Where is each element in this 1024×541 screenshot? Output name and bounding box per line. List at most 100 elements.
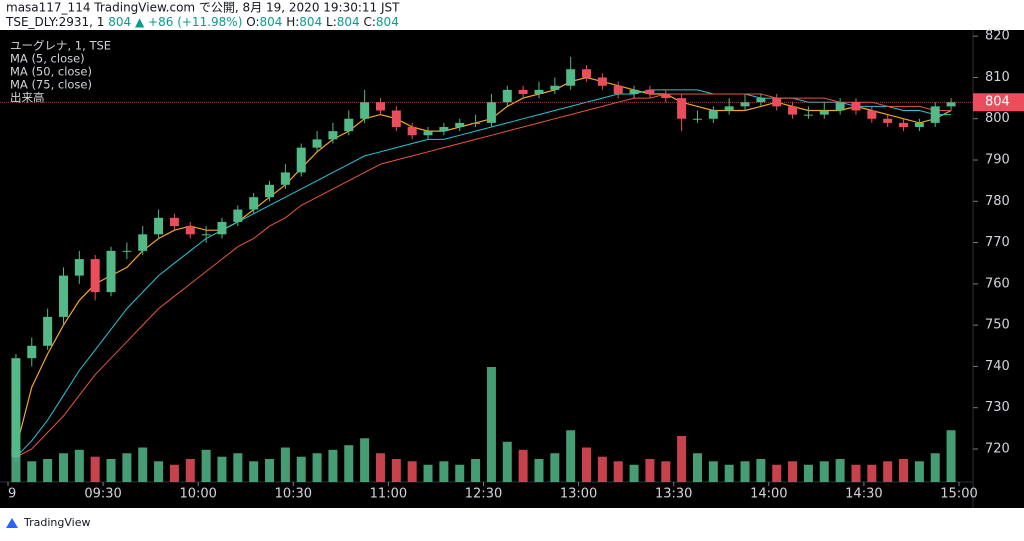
volume-bar bbox=[534, 459, 544, 482]
symbol: TSE_DLY:2931, 1 bbox=[5, 15, 104, 29]
volume-bar bbox=[550, 453, 560, 482]
ma-line bbox=[15, 93, 952, 458]
volume-bar bbox=[661, 461, 671, 482]
volume-bar bbox=[692, 453, 702, 482]
candle-body bbox=[502, 89, 512, 103]
brand-name: TradingView bbox=[23, 516, 90, 529]
y-tick-label: 750 bbox=[985, 318, 1010, 333]
volume-bar bbox=[708, 461, 718, 482]
volume-bar bbox=[946, 430, 956, 482]
candle-body bbox=[201, 234, 211, 236]
volume-bar bbox=[154, 461, 164, 482]
volume-bar bbox=[597, 456, 607, 482]
volume-bar bbox=[439, 461, 449, 482]
candle-body bbox=[471, 122, 481, 124]
candle-body bbox=[58, 275, 68, 317]
volume-bar bbox=[233, 453, 243, 482]
volume-bar bbox=[930, 453, 940, 482]
symbol-line: TSE_DLY:2931, 1 804 ▲ +86 (+11.98%) O: 80… bbox=[5, 15, 399, 29]
x-tick-label: 9 bbox=[8, 487, 16, 502]
candle-body bbox=[819, 110, 829, 115]
price: 804 bbox=[108, 15, 131, 29]
volume-bar bbox=[803, 464, 813, 482]
candle-body bbox=[724, 106, 734, 111]
change: ▲ +86 (+11.98%) bbox=[135, 15, 242, 29]
volume-bar bbox=[486, 367, 496, 482]
last-price-label: 804 bbox=[985, 95, 1010, 110]
volume-bar bbox=[265, 459, 275, 482]
y-tick-label: 720 bbox=[985, 441, 1010, 456]
candle-body bbox=[788, 106, 798, 115]
volume-bar bbox=[280, 447, 290, 482]
volume-bar bbox=[27, 461, 37, 482]
volume-bar bbox=[518, 449, 528, 482]
candle-body bbox=[391, 110, 401, 128]
candle-body bbox=[439, 127, 449, 132]
x-tick-label: 12:30 bbox=[465, 487, 502, 502]
legend-entry: MA (75, close) bbox=[10, 78, 92, 92]
y-tick-label: 810 bbox=[985, 70, 1010, 85]
last-price-box bbox=[973, 93, 1024, 112]
high-label: H: bbox=[286, 15, 299, 29]
volume-bar bbox=[360, 438, 370, 482]
volume-bar bbox=[185, 459, 195, 482]
candle-body bbox=[582, 69, 592, 78]
volume-bar bbox=[296, 456, 306, 482]
candle-body bbox=[677, 98, 687, 119]
volume-bar bbox=[582, 447, 592, 482]
candle-body bbox=[360, 102, 370, 119]
y-tick-label: 760 bbox=[985, 276, 1010, 291]
candle-body bbox=[613, 85, 623, 94]
candle-body bbox=[27, 345, 37, 359]
candle-body bbox=[217, 221, 227, 235]
y-tick-label: 730 bbox=[985, 400, 1010, 415]
candle-body bbox=[645, 89, 655, 94]
volume-bar bbox=[249, 461, 259, 482]
volume-bar bbox=[407, 461, 417, 482]
volume-bar bbox=[883, 461, 893, 482]
volume-bar bbox=[74, 449, 84, 482]
candle-body bbox=[375, 102, 385, 111]
volume-bar bbox=[724, 464, 734, 482]
volume-bar bbox=[914, 461, 924, 482]
candle-body bbox=[249, 197, 259, 210]
low: 804 bbox=[337, 15, 360, 29]
candle-body bbox=[328, 131, 338, 140]
candle-body bbox=[883, 118, 893, 123]
candle-body bbox=[867, 110, 877, 119]
candle-body bbox=[692, 118, 702, 120]
volume-bar bbox=[328, 449, 338, 482]
candle-body bbox=[899, 122, 909, 128]
volume-bar bbox=[566, 430, 576, 482]
volume-bar bbox=[677, 436, 687, 482]
volume-bar bbox=[455, 464, 465, 482]
volume-bar bbox=[312, 453, 322, 482]
volume-bar bbox=[851, 464, 861, 482]
candle-body bbox=[265, 184, 275, 198]
volume-bar bbox=[788, 461, 798, 482]
candle-body bbox=[11, 358, 21, 458]
publish-info: masa117_114 TradingView.com で公開, 8月 19, … bbox=[6, 1, 400, 15]
candle-body bbox=[233, 209, 243, 222]
volume-bar bbox=[217, 456, 227, 482]
candle-body bbox=[930, 106, 940, 123]
x-tick-label: 10:00 bbox=[179, 487, 216, 502]
y-tick-label: 740 bbox=[985, 359, 1010, 374]
volume-bar bbox=[344, 445, 354, 482]
volume-bar bbox=[11, 447, 21, 482]
legend-entry: MA (5, close) bbox=[10, 52, 85, 66]
brand-logo bbox=[6, 518, 18, 528]
candle-body bbox=[550, 85, 560, 90]
x-tick-label: 15:00 bbox=[940, 487, 977, 502]
candle-body bbox=[756, 98, 766, 103]
volume-bar bbox=[471, 459, 481, 482]
candle-body bbox=[566, 69, 576, 86]
candle-body bbox=[185, 226, 195, 235]
candle-body bbox=[280, 172, 290, 185]
volume-bar bbox=[375, 453, 385, 482]
open-label: O: bbox=[246, 15, 259, 29]
y-tick-label: 820 bbox=[985, 29, 1010, 44]
close: 804 bbox=[376, 15, 399, 29]
volume-bar bbox=[90, 456, 100, 482]
footer-bar bbox=[0, 508, 1024, 537]
